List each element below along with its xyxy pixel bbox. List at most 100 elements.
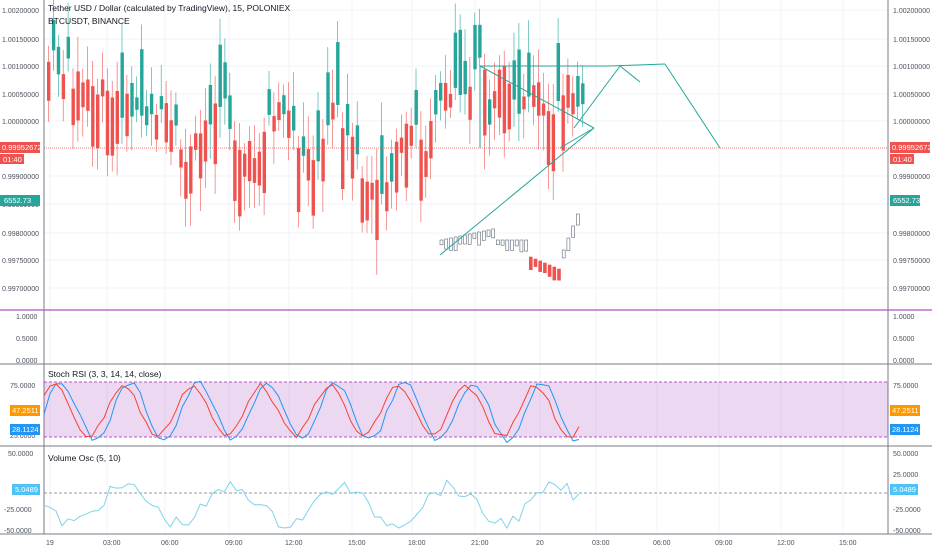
- time-label: 09:00: [225, 540, 243, 547]
- left-tick: 1.00150000: [2, 37, 39, 44]
- stoch-k-badge-right: [890, 405, 920, 416]
- candle: [365, 181, 369, 221]
- candle: [203, 120, 208, 162]
- candle: [130, 82, 134, 117]
- time-label: 06:00: [161, 540, 179, 547]
- candle: [345, 103, 350, 136]
- stoch-tick: 75.0000: [893, 383, 918, 390]
- vol-tick: 50.0000: [893, 451, 918, 458]
- candle: [443, 83, 448, 111]
- btc-candle: [500, 239, 505, 246]
- candle: [370, 182, 374, 200]
- left-tick: 1.00000000: [2, 119, 39, 126]
- countdown-right: 01:40: [893, 155, 912, 164]
- candle: [145, 106, 149, 126]
- btc-badge-left: [0, 195, 40, 206]
- left-tick: 1.00050000: [2, 92, 39, 99]
- trendline: [664, 63, 721, 149]
- candle: [198, 133, 203, 179]
- candle: [81, 82, 85, 108]
- candle: [257, 151, 262, 186]
- trend-drawings[interactable]: [439, 63, 721, 256]
- candle: [458, 29, 462, 95]
- candle: [350, 136, 355, 179]
- candle: [277, 102, 281, 120]
- candle: [208, 84, 213, 125]
- candle: [218, 44, 222, 107]
- candle: [272, 116, 276, 132]
- candle: [125, 93, 129, 137]
- stoch-legend[interactable]: Stoch RSI (3, 3, 14, 14, close): [48, 369, 162, 379]
- btc-candle: [449, 237, 453, 251]
- candle: [140, 49, 144, 116]
- overlay-symbol[interactable]: BTCUSDT, BINANCE: [48, 16, 130, 26]
- btc-candle: [557, 268, 561, 281]
- candle: [243, 153, 247, 177]
- stoch-d-left: 28.1124: [12, 425, 39, 434]
- candle: [179, 149, 183, 168]
- empty-pane-axis[interactable]: 1.0000 0.5000 0.0000 1.0000 0.5000 0.000…: [16, 314, 915, 365]
- candle: [414, 90, 418, 125]
- candle: [527, 52, 531, 97]
- time-axis[interactable]: 19 03:00 06:00 09:00 12:00 15:00 18:00 2…: [46, 540, 857, 547]
- volume-osc-legend[interactable]: Volume Osc (5, 10): [48, 453, 121, 463]
- time-label: 18:00: [408, 540, 426, 547]
- candle: [76, 71, 80, 121]
- vol-tick: -50.0000: [4, 528, 32, 535]
- vol-tick: -25.0000: [4, 507, 32, 514]
- candle: [66, 36, 70, 59]
- btc-candle: [491, 228, 496, 239]
- right-tick: 0.99800000: [893, 231, 930, 238]
- candle: [71, 88, 75, 126]
- stoch-d-badge-left: [10, 424, 40, 435]
- symbol-title[interactable]: Tether USD / Dollar (calculated by Tradi…: [48, 3, 291, 13]
- candle: [360, 178, 364, 223]
- candle: [164, 103, 168, 143]
- right-price-axis[interactable]: 1.00200000 1.00150000 1.00100000 1.00050…: [893, 8, 930, 293]
- candle: [551, 114, 556, 172]
- vol-badge-left: [12, 484, 40, 495]
- btc-candle: [444, 238, 449, 250]
- stoch-axis[interactable]: 75.0000 25.0000 75.0000: [10, 383, 918, 440]
- stoch-tick: 25.0000: [10, 433, 35, 440]
- candle: [149, 93, 154, 115]
- btc-price-left: 6552.73: [4, 196, 31, 205]
- btc-badge-right: [890, 195, 920, 206]
- candle: [404, 123, 409, 188]
- last-price-right: 0.99952672: [892, 143, 932, 152]
- candle: [341, 128, 345, 190]
- candle: [247, 140, 252, 182]
- candle: [394, 141, 399, 193]
- candle: [385, 182, 389, 212]
- candle: [561, 95, 565, 151]
- trendline: [619, 65, 641, 83]
- candle: [56, 46, 61, 75]
- btc-candle: [552, 266, 557, 281]
- last-price-left: 0.99952672: [2, 143, 42, 152]
- candle: [321, 138, 325, 182]
- candle: [566, 74, 570, 108]
- empty-tick: 0.5000: [16, 336, 38, 343]
- stoch-d-right: 28.1124: [892, 425, 919, 434]
- candle: [267, 89, 271, 115]
- candle: [105, 90, 110, 156]
- candle: [375, 179, 379, 240]
- time-label: 09:00: [715, 540, 733, 547]
- volume-osc-axis[interactable]: 50.0000 -25.0000 -50.0000 50.0000 25.000…: [4, 451, 921, 535]
- trendline: [609, 63, 666, 67]
- candles-series: [47, 0, 585, 281]
- candle: [463, 60, 467, 95]
- btc-candle: [486, 229, 491, 237]
- candle: [184, 161, 188, 199]
- btc-candle: [510, 239, 514, 251]
- btc-candle: [538, 260, 543, 272]
- right-tick: 0.99750000: [893, 258, 930, 265]
- candle: [488, 99, 492, 125]
- countdown-badge-right: [890, 154, 914, 164]
- candle: [86, 79, 90, 111]
- btc-candle: [524, 239, 528, 252]
- left-tick: 0.99800000: [2, 231, 39, 238]
- last-price-badge-left: [0, 142, 40, 153]
- candle: [336, 42, 340, 105]
